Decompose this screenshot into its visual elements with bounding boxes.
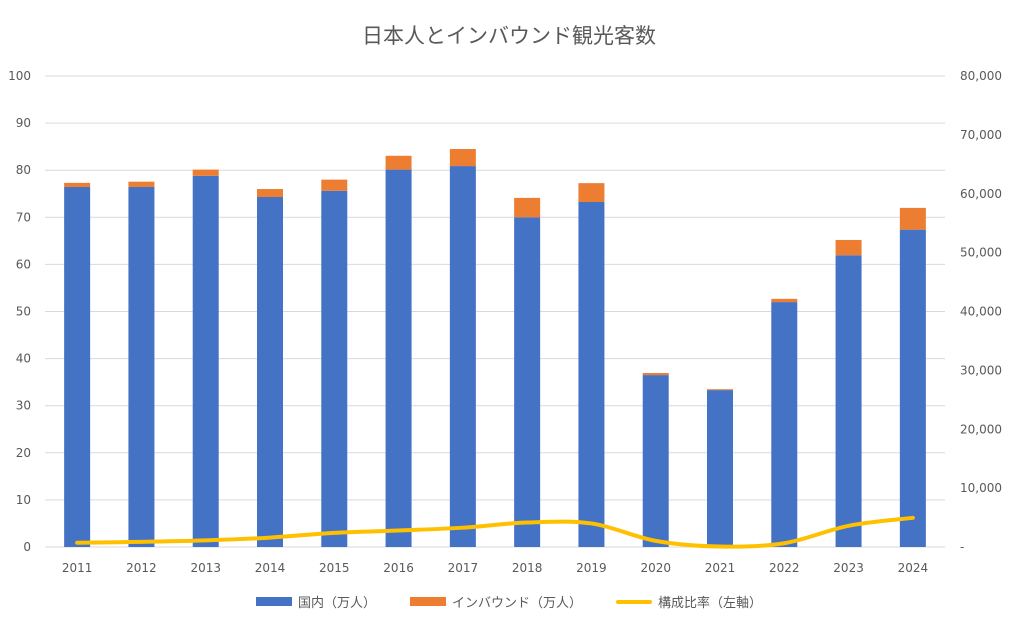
bar-inbound <box>642 373 669 376</box>
legend-item: 構成比率（左軸） <box>616 592 762 611</box>
bar-inbound <box>707 389 733 391</box>
legend: 国内（万人） インバウンド（万人） 構成比率（左軸） <box>0 592 1018 611</box>
left-axis-tick: 80 <box>16 163 31 177</box>
bar-inbound <box>192 169 219 176</box>
left-axis-tick: 90 <box>16 116 31 130</box>
bar-inbound <box>835 239 862 256</box>
right-axis-tick: 70,000 <box>960 128 1002 142</box>
x-axis-tick: 2017 <box>448 561 479 575</box>
legend-swatch <box>409 597 446 606</box>
bar-domestic <box>321 190 348 547</box>
x-axis-tick: 2018 <box>512 561 543 575</box>
left-axis-tick: 100 <box>8 69 31 83</box>
bar-inbound <box>899 207 926 230</box>
bar-domestic <box>257 196 283 547</box>
left-axis-tick: 70 <box>16 210 31 224</box>
ratio-line <box>75 515 915 549</box>
bar-domestic <box>899 229 926 547</box>
x-axis-tick: 2023 <box>833 561 864 575</box>
right-axis-tick: 60,000 <box>960 187 1002 201</box>
bar-inbound <box>771 298 798 303</box>
x-axis-tick: 2013 <box>190 561 221 575</box>
bar-inbound <box>449 149 476 167</box>
bar-domestic <box>128 186 155 547</box>
right-axis-tick: - <box>960 540 964 554</box>
x-axis-tick: 2019 <box>576 561 607 575</box>
bar-domestic <box>642 375 669 547</box>
bar-inbound <box>385 155 412 170</box>
right-axis-tick: 30,000 <box>960 363 1002 377</box>
right-axis-tick: 40,000 <box>960 305 1002 319</box>
left-axis-tick: 50 <box>16 305 31 319</box>
x-axis-tick: 2024 <box>898 561 929 575</box>
legend-label: インバウンド（万人） <box>451 596 582 611</box>
bar-domestic <box>578 201 605 547</box>
x-axis-tick: 2022 <box>769 561 800 575</box>
right-axis-tick: 50,000 <box>960 246 1002 260</box>
x-axis-tick: 2011 <box>62 561 93 575</box>
bar-inbound <box>64 182 91 187</box>
left-axis-tick: 0 <box>23 540 31 554</box>
bar-domestic <box>771 302 798 547</box>
bar-inbound <box>128 181 155 187</box>
left-axis-tick: 20 <box>16 446 31 460</box>
left-axis-tick: 60 <box>16 257 31 271</box>
bar-domestic <box>385 169 412 547</box>
legend-swatch <box>255 597 292 606</box>
legend-label: 構成比率（左軸） <box>658 596 763 611</box>
left-axis-tick: 40 <box>16 352 31 366</box>
bar-domestic <box>192 175 219 547</box>
x-axis-tick: 2021 <box>705 561 736 575</box>
bar-inbound <box>514 197 541 218</box>
bar-domestic <box>64 186 91 547</box>
right-axis-tick: 20,000 <box>960 422 1002 436</box>
bar-domestic <box>514 217 541 548</box>
x-axis-tick: 2014 <box>255 561 286 575</box>
x-axis-tick: 2015 <box>319 561 350 575</box>
x-axis-tick: 2016 <box>383 561 414 575</box>
legend-label: 国内（万人） <box>297 596 376 611</box>
legend-swatch <box>616 599 652 604</box>
bar-domestic <box>707 390 733 547</box>
left-axis-tick: 30 <box>16 399 31 413</box>
right-axis-tick: 10,000 <box>960 481 1002 495</box>
left-axis-tick: 10 <box>16 493 31 507</box>
x-axis-tick: 2012 <box>126 561 157 575</box>
right-axis-tick: 80,000 <box>960 69 1002 83</box>
bar-domestic <box>835 255 862 548</box>
x-axis-tick: 2020 <box>640 561 671 575</box>
bar-inbound <box>578 183 605 202</box>
legend-item: インバウンド（万人） <box>409 592 582 611</box>
bar-domestic <box>449 166 476 548</box>
bar-inbound <box>257 189 283 197</box>
legend-item: 国内（万人） <box>255 592 376 611</box>
bar-inbound <box>321 179 348 191</box>
chart-title: 日本人とインバウンド観光客数 <box>362 24 656 48</box>
